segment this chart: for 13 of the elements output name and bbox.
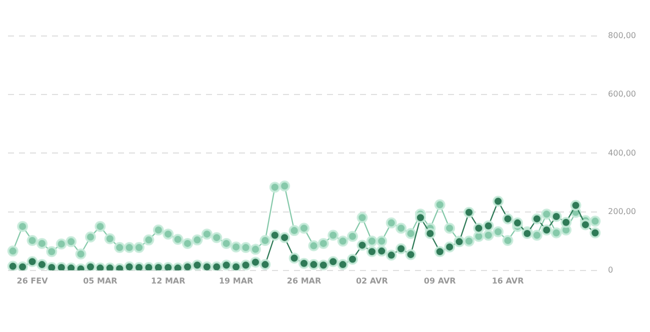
x-tick-label: 26 MAR xyxy=(286,276,322,286)
x-tick-label: 12 MAR xyxy=(151,276,186,286)
x-tick-label: 02 AVR xyxy=(356,276,388,286)
x-tick-label: 16 AVR xyxy=(492,276,524,286)
x-tick-label: 05 MAR xyxy=(83,276,118,286)
y-tick-label: 600,00 xyxy=(608,90,636,99)
y-tick-label: 400,00 xyxy=(608,148,636,158)
y-tick-label: 200,00 xyxy=(608,206,636,216)
y-tick-label: 800,00 xyxy=(608,31,636,40)
x-tick-label: 26 FEV xyxy=(16,276,49,286)
x-tick-label: 09 AVR xyxy=(424,276,456,286)
x-tick-label: 19 MAR xyxy=(218,276,254,286)
y-tick-label: 0 xyxy=(608,265,614,274)
